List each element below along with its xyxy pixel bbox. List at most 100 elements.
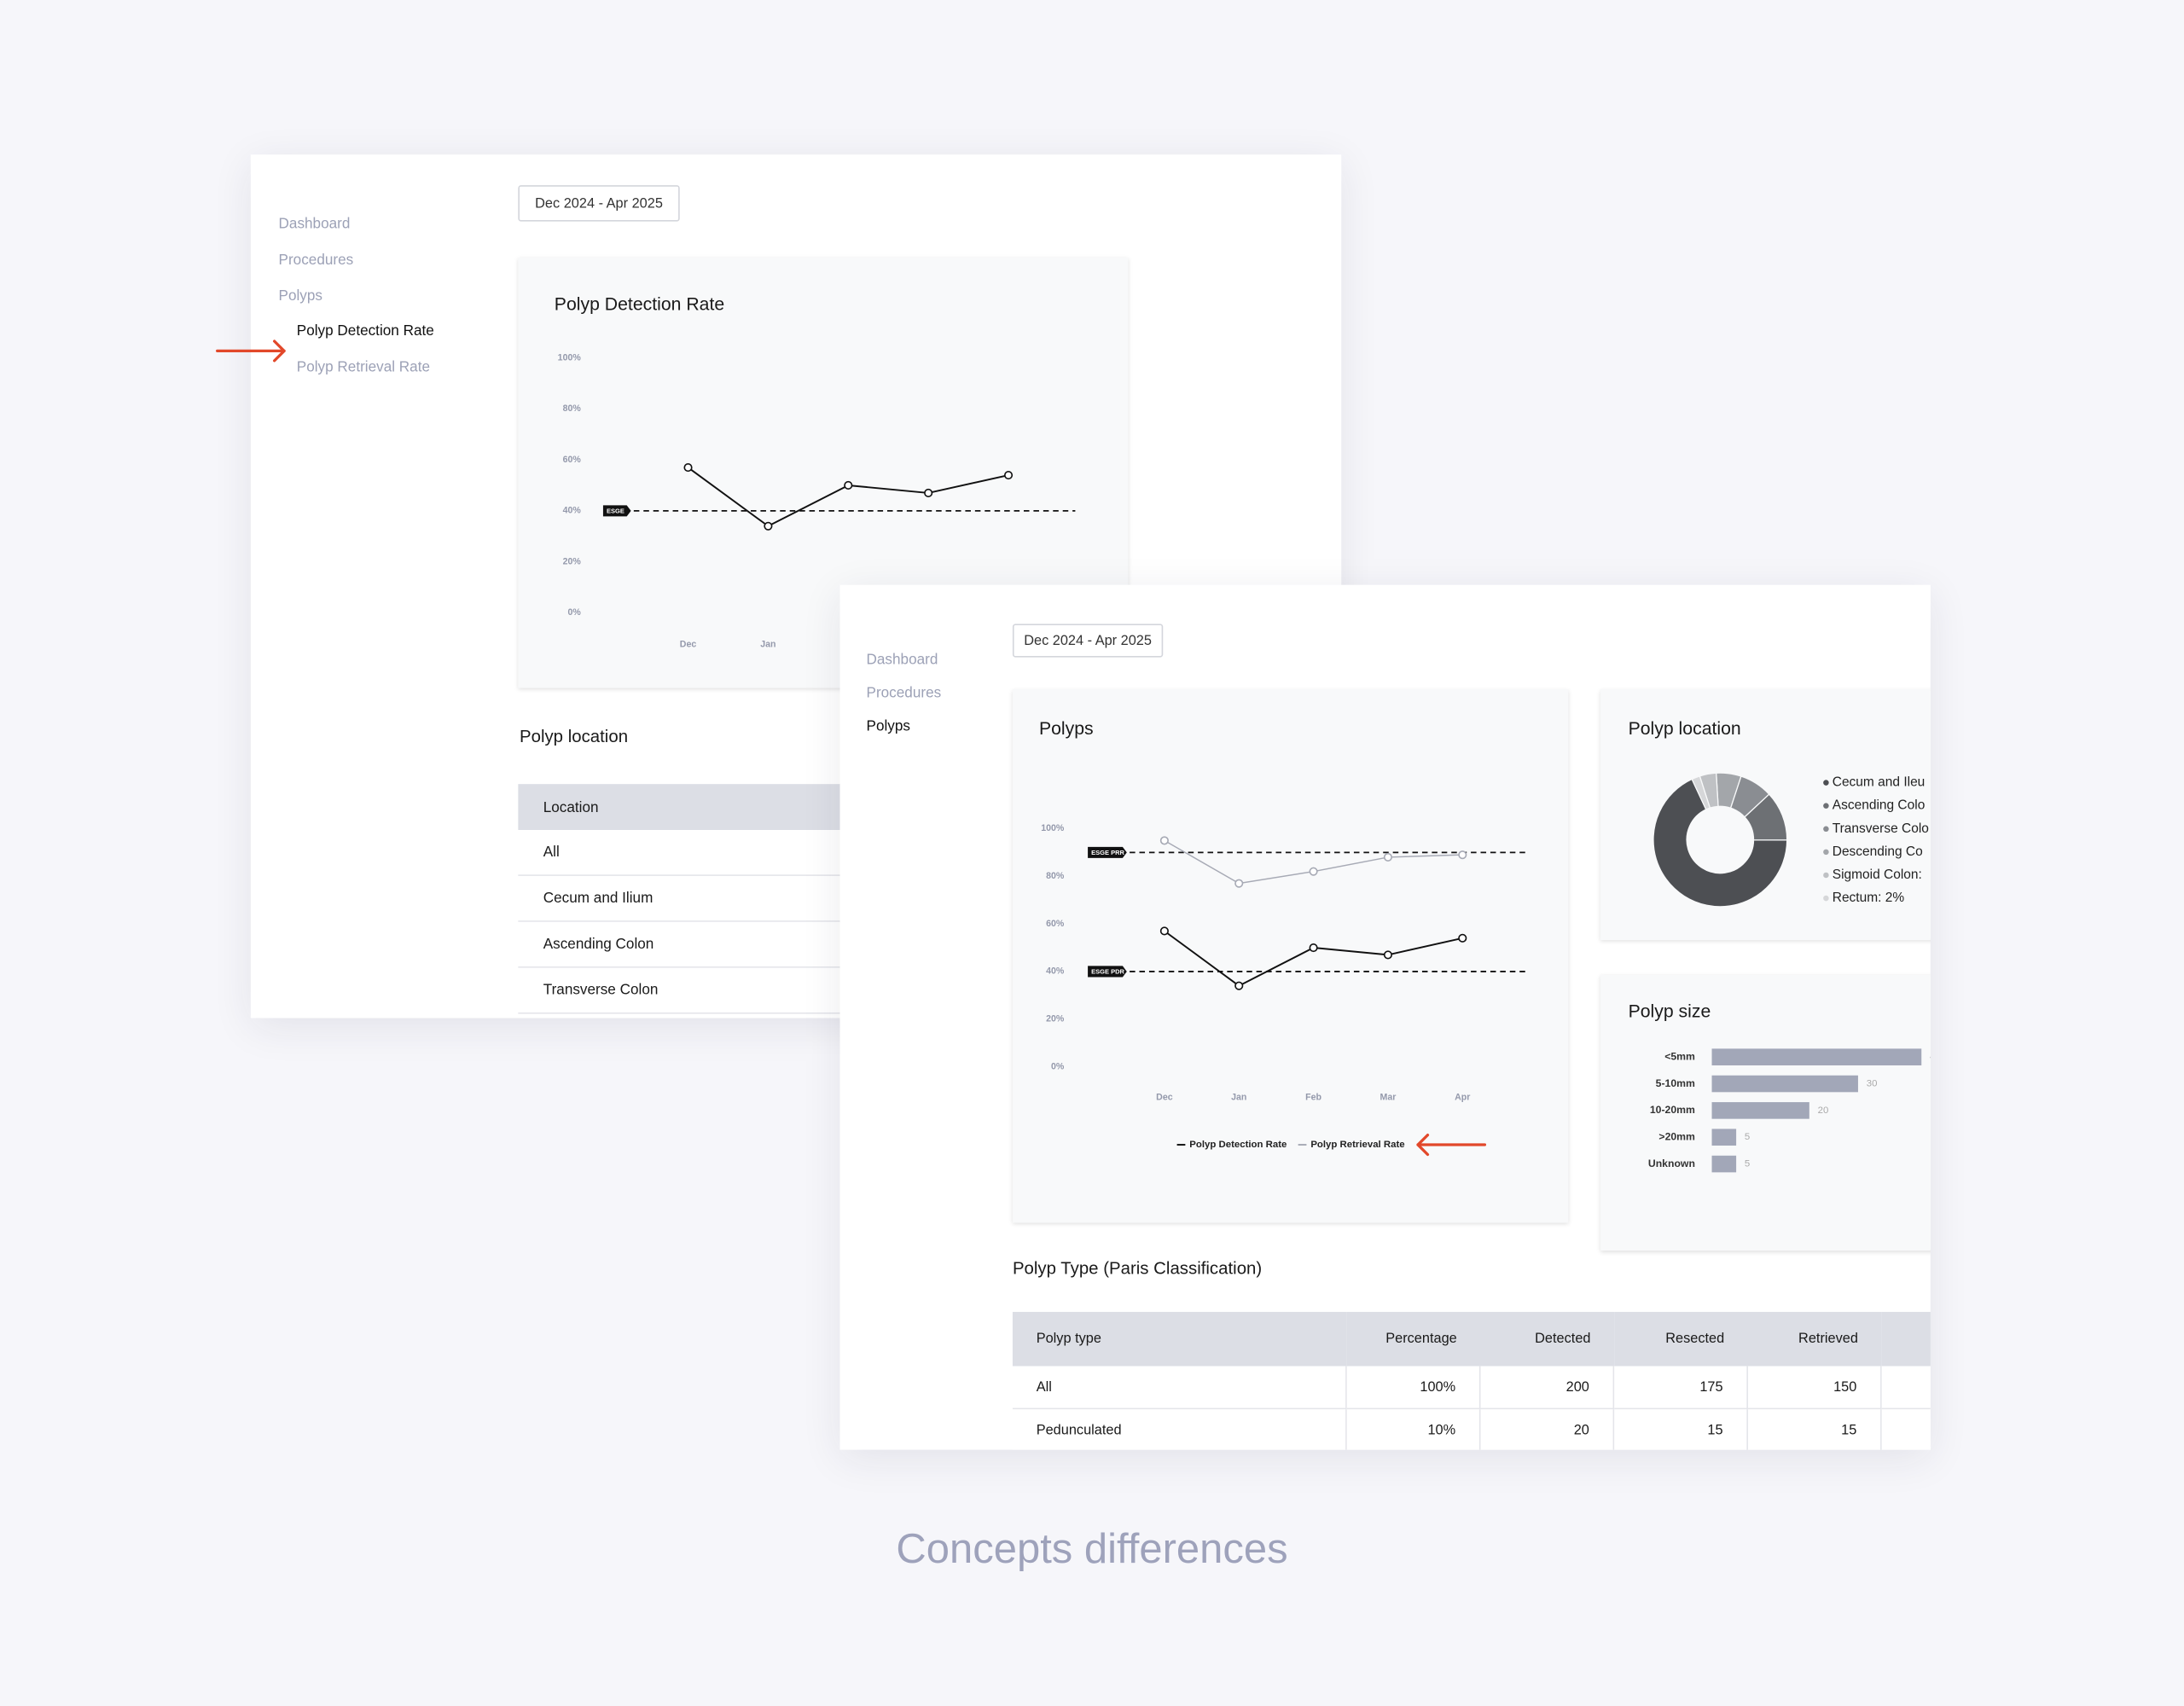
legend-dot: [1823, 803, 1829, 809]
cell-text: 20: [1573, 1422, 1589, 1438]
cell-text: 100%: [1420, 1379, 1456, 1396]
cell-text: 15: [1841, 1422, 1857, 1438]
date-range[interactable]: Dec 2024 - Apr 2025: [518, 185, 680, 222]
legend-label: Descending Co: [1833, 844, 1923, 859]
data-point: [1003, 470, 1014, 480]
table-header-cell: W: [1881, 1311, 1931, 1367]
legend-label: Cecum and Ileu: [1833, 775, 1926, 790]
table-cell: 200: [1480, 1366, 1615, 1410]
y-tick-label: 100%: [1041, 823, 1065, 833]
donut-chart: Cecum and Ileu Ascending Colo Transverse C…: [1653, 772, 1929, 908]
cell-text: Percentage: [1385, 1331, 1457, 1347]
bar: [1711, 1075, 1858, 1093]
nav-item-active[interactable]: Polyps: [866, 718, 910, 735]
x-tick-label: Dec: [1156, 1092, 1173, 1102]
legend-label: Rectum: 2%: [1833, 891, 1905, 905]
subnav-item[interactable]: Polyp Retrieval Rate: [296, 358, 431, 376]
y-tick-label: 40%: [1046, 966, 1065, 977]
x-tick-label: Apr: [1455, 1092, 1470, 1102]
cell-text: 15: [1707, 1422, 1723, 1438]
bar-value-label: 30: [1867, 1079, 1878, 1089]
donut-slice: [1653, 778, 1788, 908]
bar: [1711, 1129, 1737, 1146]
data-point: [844, 480, 853, 490]
y-tick-label: 80%: [1046, 871, 1065, 881]
reference-tag: [602, 505, 631, 517]
y-tick-label: 20%: [1046, 1014, 1065, 1024]
table-cell: 100%: [1346, 1366, 1481, 1410]
table-cell: 15: [1747, 1409, 1882, 1450]
bar: [1711, 1102, 1809, 1119]
arrow: [216, 339, 286, 363]
table-cell: 150: [1747, 1366, 1882, 1410]
y-tick-label: 40%: [563, 506, 582, 516]
legend-dot: [1823, 780, 1829, 786]
cell-text: All: [543, 844, 560, 861]
table-header-cell: Percentage: [1346, 1311, 1481, 1367]
x-tick-label: Mar: [1380, 1092, 1397, 1102]
section-title: Polyp location: [519, 726, 629, 746]
bar: [1711, 1048, 1922, 1065]
legend-dot: [1823, 872, 1829, 879]
cell-text: Transverse Colon: [543, 982, 659, 999]
chart-title: Polyp Detection Rate: [554, 293, 725, 315]
legend-dot: [1823, 895, 1829, 902]
cell-text: Polyp type: [1036, 1331, 1101, 1347]
table-cell: [1881, 1366, 1931, 1410]
data-point: [683, 463, 693, 473]
x-tick-label: Dec: [680, 640, 697, 650]
nav-item[interactable]: Procedures: [866, 684, 942, 702]
date-range[interactable]: Dec 2024 - Apr 2025: [1012, 624, 1164, 658]
cell-text: 200: [1565, 1379, 1589, 1396]
table-cell: Pedunculated: [1012, 1409, 1347, 1450]
data-point: [1458, 850, 1467, 860]
y-tick-label: 0%: [1051, 1061, 1065, 1071]
cell-text: 150: [1833, 1379, 1857, 1396]
cell-text: 175: [1699, 1379, 1723, 1396]
subnav-item-active[interactable]: Polyp Detection Rate: [296, 322, 434, 339]
cell-text: Cecum and Ilium: [543, 890, 653, 907]
data-point: [1383, 950, 1392, 960]
y-tick-label: 0%: [567, 607, 581, 618]
bar: [1711, 1155, 1737, 1173]
cell-text: Pedunculated: [1036, 1422, 1122, 1438]
y-tick-label: 60%: [1046, 919, 1065, 929]
donut-slice: [1691, 775, 1711, 810]
chart-card: Polyps 0% 20% 40% 60% 80% 100% Dec Jan Feb Mar Apr…: [1012, 689, 1569, 1223]
bar-category-label: Unknown: [1648, 1158, 1695, 1169]
table-cell: 15: [1614, 1409, 1748, 1450]
cell-text: Retrieved: [1798, 1331, 1858, 1347]
bar-value-label: 43: [1930, 1052, 1931, 1062]
bar-category-label: >20mm: [1658, 1130, 1695, 1142]
caption: Concepts differences: [896, 1526, 1288, 1573]
bar-value-label: 20: [1818, 1105, 1829, 1116]
legend-dot: [1823, 826, 1829, 833]
table-header-cell: Resected: [1614, 1311, 1748, 1367]
cell-text: Ascending Colon: [543, 936, 654, 953]
reference-label: ESGE PDR: [1091, 967, 1124, 975]
cell-text: All: [1036, 1379, 1052, 1396]
nav-item[interactable]: Dashboard: [866, 651, 938, 669]
data-point: [1234, 879, 1244, 888]
legend-label: Polyp Detection Rate: [1189, 1140, 1287, 1150]
x-tick-label: Jan: [760, 640, 775, 650]
data-point: [1309, 867, 1318, 876]
x-tick-label: Jan: [1231, 1092, 1246, 1102]
legend-label: Ascending Colo: [1833, 798, 1926, 813]
legend-dot: [1823, 849, 1829, 856]
table-header-cell: Polyp type: [1012, 1311, 1347, 1367]
table-cell: 10%: [1346, 1409, 1481, 1450]
nav-item[interactable]: Polyps: [278, 287, 322, 305]
cell-text: Resected: [1665, 1331, 1725, 1347]
cell-text: Detected: [1535, 1331, 1591, 1347]
cell-text: 10%: [1427, 1422, 1456, 1438]
reference-label: ESGE PRR: [1091, 849, 1124, 856]
section-title: Polyp Type (Paris Classification): [1012, 1258, 1263, 1279]
nav-item[interactable]: Dashboard: [278, 215, 351, 233]
nav-item[interactable]: Procedures: [278, 252, 354, 269]
reference-label: ESGE: [607, 507, 624, 514]
table-cell: [1881, 1409, 1931, 1450]
